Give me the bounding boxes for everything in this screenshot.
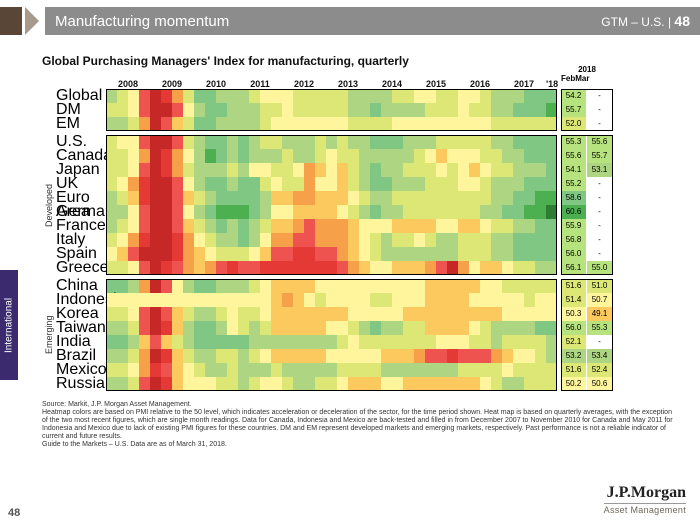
page-number: 48 xyxy=(8,507,20,519)
header: Manufacturing momentum GTM – U.S. | 48 xyxy=(0,0,700,42)
jpmorgan-logo: J.P.Morgan Asset Management xyxy=(604,484,686,515)
gtm-label: GTM – U.S. | 48 xyxy=(601,13,690,29)
chevron-icon xyxy=(0,7,39,35)
row-label: EM xyxy=(56,117,106,131)
row-label: Greece xyxy=(56,261,106,275)
side-tab-international: International xyxy=(0,270,18,380)
footnote: Source: Markit, J.P. Morgan Asset Manage… xyxy=(0,395,700,449)
title-bar: Manufacturing momentum GTM – U.S. | 48 xyxy=(45,7,700,35)
pmi-heatmap: 2008200920102011201220132014201520162017… xyxy=(42,74,678,395)
page-title: Manufacturing momentum xyxy=(55,13,229,30)
row-label: Russia xyxy=(56,377,106,391)
